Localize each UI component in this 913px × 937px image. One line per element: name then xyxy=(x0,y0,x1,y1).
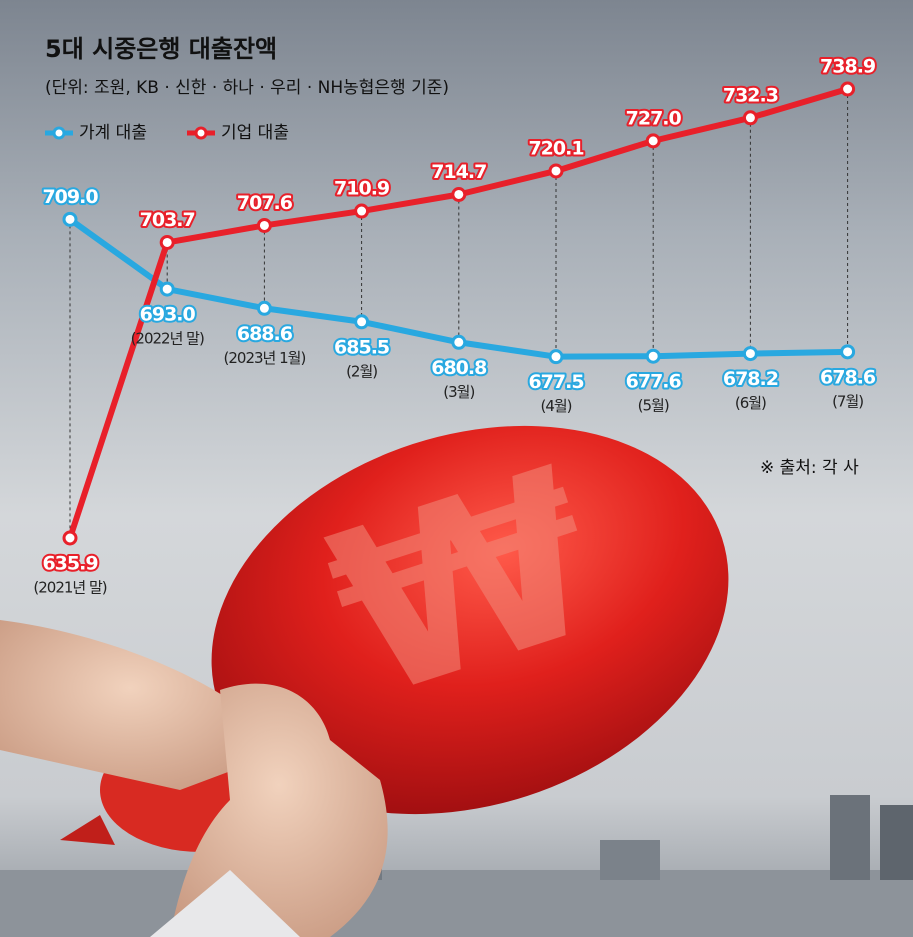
point xyxy=(256,217,272,233)
point xyxy=(159,281,175,297)
x-tick-label: (2021년 말) xyxy=(33,579,106,597)
point xyxy=(742,346,758,362)
x-tick-label: (2월) xyxy=(346,362,377,380)
value-label: 678.2 xyxy=(723,368,778,390)
value-label: 703.7 xyxy=(140,209,195,231)
value-label: 709.0 xyxy=(42,186,98,208)
value-label: 685.5 xyxy=(334,336,389,358)
value-label: 688.6 xyxy=(237,323,293,345)
x-tick-label: (2022년 말) xyxy=(131,330,204,348)
value-label: 727.0 xyxy=(626,107,682,129)
value-label: 738.9 xyxy=(820,56,875,78)
x-tick-label: (7월) xyxy=(832,392,863,410)
point xyxy=(354,203,370,219)
chart-subtitle: (단위: 조원, KB · 신한 · 하나 · 우리 · NH농협은행 기준) xyxy=(45,78,449,98)
legend-label: 가계 대출 xyxy=(79,123,147,143)
point xyxy=(645,348,661,364)
point xyxy=(62,530,78,546)
value-label: 732.3 xyxy=(723,84,778,106)
legend-marker xyxy=(194,126,208,140)
point xyxy=(354,314,370,330)
value-label: 678.6 xyxy=(820,366,876,388)
point xyxy=(840,344,856,360)
value-label: 710.9 xyxy=(334,178,389,200)
x-tick-label: (4월) xyxy=(540,397,571,415)
chart-title: 5대 시중은행 대출잔액 xyxy=(45,35,277,63)
point xyxy=(62,211,78,227)
point xyxy=(256,300,272,316)
point xyxy=(548,163,564,179)
point xyxy=(159,234,175,250)
point xyxy=(451,186,467,202)
value-label: 635.9 xyxy=(42,553,97,575)
source: ※ 출처: 각 사 xyxy=(760,458,859,478)
value-label: 707.6 xyxy=(237,192,293,214)
point xyxy=(840,81,856,97)
value-label: 720.1 xyxy=(528,137,583,159)
x-tick-label: (6월) xyxy=(735,394,766,412)
value-label: 677.5 xyxy=(528,371,583,393)
value-label: 714.7 xyxy=(431,161,486,183)
value-label: 680.8 xyxy=(431,357,487,379)
x-tick-label: (5월) xyxy=(638,397,669,415)
point xyxy=(742,110,758,126)
point xyxy=(548,349,564,365)
point xyxy=(451,334,467,350)
legend-label: 기업 대출 xyxy=(221,123,289,143)
illustration: ₩ xyxy=(0,419,913,937)
x-tick-label: (3월) xyxy=(443,383,474,401)
point xyxy=(645,133,661,149)
legend-marker xyxy=(52,126,66,140)
x-tick-label: (2023년 1월) xyxy=(224,349,306,367)
value-label: 677.6 xyxy=(626,371,682,393)
value-label: 693.0 xyxy=(140,304,196,326)
